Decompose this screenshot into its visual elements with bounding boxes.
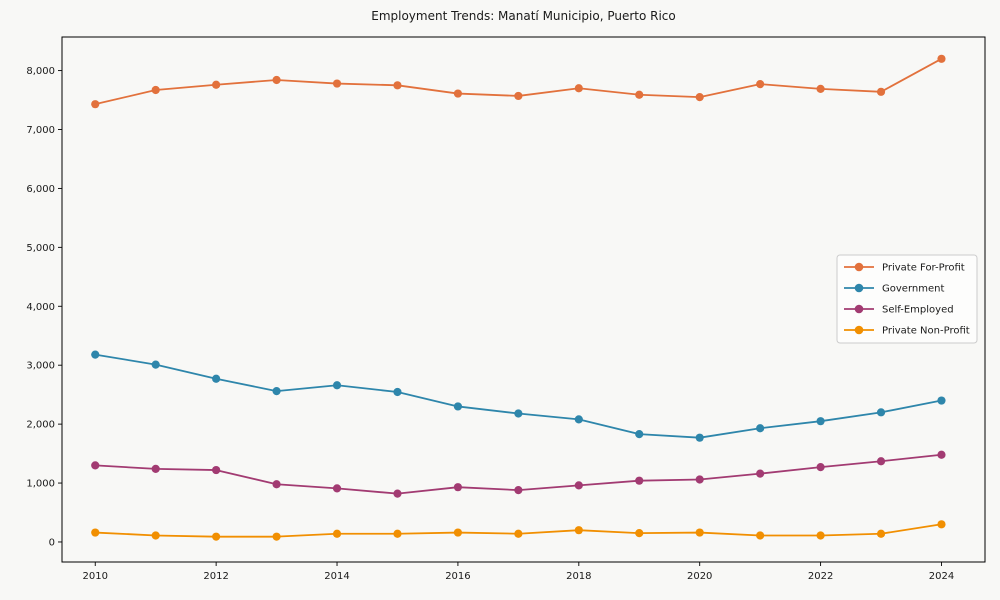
data-point-self-employed-2023 [876, 457, 886, 466]
data-point-self-employed-2014 [332, 484, 342, 493]
data-point-private-non-profit-2024 [937, 520, 946, 529]
data-point-self-employed-2019 [635, 476, 644, 485]
data-point-private-non-profit-2016 [453, 528, 463, 537]
data-point-private-for-profit-2020 [695, 93, 704, 102]
chart-title: Employment Trends: Manatí Municipio, Pue… [371, 9, 676, 23]
data-point-private-non-profit-2011 [151, 531, 160, 540]
data-point-private-for-profit-2022 [816, 84, 825, 93]
data-point-government-2020 [695, 433, 704, 442]
data-point-private-for-profit-2016 [453, 89, 463, 98]
x-axis-tick-label: 2010 [83, 571, 108, 582]
x-axis-tick-label: 2020 [687, 571, 712, 582]
data-point-self-employed-2020 [695, 475, 704, 484]
legend-label: Self-Employed [882, 305, 954, 316]
x-axis-tick-label: 2012 [203, 571, 228, 582]
data-point-private-for-profit-2024 [937, 54, 946, 63]
data-point-self-employed-2010 [91, 461, 100, 470]
data-point-private-for-profit-2019 [635, 90, 644, 99]
data-point-private-non-profit-2018 [574, 526, 583, 535]
data-point-private-for-profit-2021 [756, 80, 765, 89]
y-axis-tick-label: 8,000 [26, 66, 55, 77]
data-point-private-for-profit-2014 [332, 79, 342, 88]
data-point-private-non-profit-2013 [272, 532, 281, 541]
legend-marker [854, 262, 864, 272]
x-axis-tick-label: 2018 [566, 571, 591, 582]
data-point-government-2014 [332, 381, 342, 390]
data-point-government-2013 [272, 387, 281, 396]
x-axis-tick-label: 2022 [808, 571, 833, 582]
legend-item-government: Government [844, 284, 944, 295]
legend-label: Private For-Profit [882, 263, 965, 274]
data-point-private-for-profit-2017 [514, 91, 523, 101]
y-axis-tick-label: 5,000 [26, 243, 55, 254]
y-axis-tick-label: 1,000 [26, 479, 55, 490]
data-point-self-employed-2013 [272, 480, 281, 489]
data-point-private-non-profit-2015 [393, 529, 402, 538]
data-point-government-2023 [876, 408, 886, 417]
legend-item-private-non-profit: Private Non-Profit [844, 326, 970, 337]
data-point-self-employed-2012 [212, 465, 221, 475]
data-point-government-2017 [514, 409, 523, 418]
legend-label: Government [882, 284, 944, 295]
data-point-private-for-profit-2013 [272, 75, 281, 85]
x-axis-tick-label: 2016 [445, 571, 470, 582]
data-point-government-2018 [574, 415, 583, 424]
y-axis-tick-label: 4,000 [26, 302, 55, 313]
data-point-private-for-profit-2018 [574, 84, 583, 93]
legend-item-self-employed: Self-Employed [844, 305, 954, 316]
data-point-self-employed-2018 [574, 481, 583, 490]
data-point-private-non-profit-2017 [514, 529, 523, 538]
data-point-self-employed-2017 [514, 486, 523, 495]
legend-box [836, 254, 978, 344]
data-point-self-employed-2021 [756, 469, 765, 478]
x-axis-tick-label: 2014 [324, 571, 349, 582]
data-point-self-employed-2016 [453, 483, 463, 492]
data-point-self-employed-2022 [816, 463, 825, 472]
data-point-government-2010 [91, 350, 100, 359]
legend-marker [854, 325, 864, 335]
y-axis-tick-label: 2,000 [26, 420, 55, 431]
data-point-government-2012 [212, 374, 221, 383]
y-axis-tick-label: 6,000 [26, 184, 55, 195]
series-line-government [94, 353, 943, 439]
data-point-private-non-profit-2022 [816, 531, 825, 540]
legend-marker [854, 304, 864, 314]
data-point-private-non-profit-2019 [635, 529, 644, 538]
legend-item-private-for-profit: Private For-Profit [844, 263, 965, 274]
data-point-government-2011 [151, 360, 160, 369]
data-point-self-employed-2024 [937, 450, 946, 459]
y-axis-tick-label: 0 [49, 537, 55, 548]
plot-border [61, 36, 986, 563]
data-point-private-non-profit-2010 [91, 528, 100, 537]
data-point-private-non-profit-2021 [756, 531, 765, 540]
x-axis-tick-label: 2024 [929, 571, 954, 582]
data-point-private-for-profit-2023 [876, 87, 886, 96]
data-point-government-2016 [453, 402, 463, 411]
data-point-self-employed-2015 [393, 489, 402, 498]
data-point-government-2024 [937, 396, 946, 405]
data-point-self-employed-2011 [151, 464, 160, 474]
data-point-government-2015 [393, 387, 402, 397]
legend: Private For-Profit Government Self-Employe… [836, 254, 978, 344]
data-point-private-for-profit-2011 [151, 85, 160, 95]
legend-marker [854, 283, 864, 293]
data-point-private-for-profit-2012 [212, 80, 221, 89]
data-point-private-for-profit-2015 [393, 81, 402, 90]
data-point-private-non-profit-2023 [876, 529, 886, 538]
y-axis-tick-label: 7,000 [26, 125, 55, 136]
legend-label: Private Non-Profit [882, 326, 970, 337]
data-point-government-2021 [756, 424, 765, 433]
data-point-private-non-profit-2020 [695, 528, 704, 537]
data-point-government-2019 [635, 430, 644, 439]
data-point-private-non-profit-2012 [212, 532, 221, 541]
y-axis-tick-label: 3,000 [26, 361, 55, 372]
data-point-private-non-profit-2014 [332, 529, 342, 538]
data-point-government-2022 [816, 417, 825, 426]
data-point-private-for-profit-2010 [91, 100, 100, 109]
